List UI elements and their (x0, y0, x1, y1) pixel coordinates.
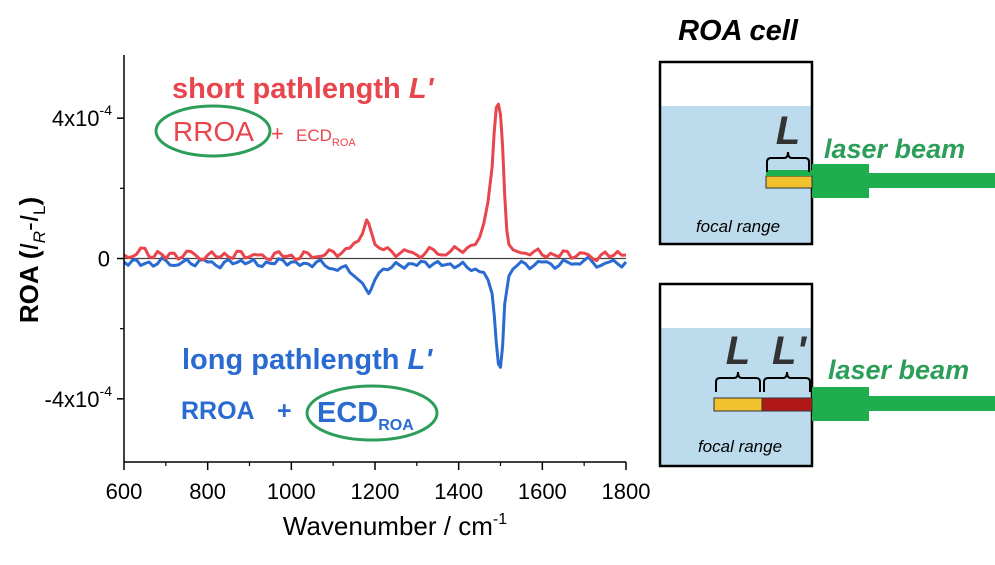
bottom-laser-beam (812, 387, 995, 421)
bottom-Lp-brace (763, 371, 811, 392)
x-tick-label: 1000 (267, 479, 316, 504)
x-tick-label: 1200 (351, 479, 400, 504)
bottom-cell: L L' laser beam focal range (658, 282, 995, 468)
short-plus-label: + (271, 121, 284, 146)
top-laser-label: laser beam (824, 134, 965, 164)
x-tick-label: 1800 (602, 479, 651, 504)
short-pathlength-label: short pathlength L' (172, 73, 435, 105)
x-tick-label: 600 (106, 479, 143, 504)
top-focal-range (765, 175, 813, 189)
bottom-focal-range (713, 397, 763, 412)
bottom-laser-label: laser beam (828, 355, 969, 385)
top-L-brace (766, 151, 810, 172)
top-cell-frame (658, 60, 814, 246)
y-axis-title: ROA (IR-IL) (14, 197, 49, 323)
long-ecd-label: ECDROA (317, 397, 414, 434)
x-tick-label: 1600 (518, 479, 567, 504)
x-tick-label: 800 (189, 479, 226, 504)
bottom-focal-label: focal range (698, 437, 782, 456)
long-plus-label: + (277, 397, 292, 425)
x-tick-label: 1400 (434, 479, 483, 504)
short-rroa-ellipse (154, 104, 272, 158)
top-focal-label: focal range (696, 217, 780, 236)
short-ecd-label: ECDROA (296, 126, 356, 149)
bottom-L-brace (715, 371, 761, 392)
series-layer (123, 102, 628, 369)
series-line-short (123, 102, 627, 263)
bottom-L-label: L (726, 329, 750, 373)
cell-title: ROA cell (678, 15, 799, 47)
top-L-label: L (776, 109, 800, 153)
y-tick-label: 0 (98, 247, 110, 272)
bottom-cell-frame (658, 282, 814, 468)
y-tick-label: -4x10-4 (45, 383, 113, 412)
series-line-long (123, 255, 628, 369)
bottom-cell-liquid (660, 328, 812, 466)
long-rroa-label: RROA (181, 397, 255, 425)
y-tick-label: 4x10-4 (52, 102, 112, 131)
top-cell: L laser beam focal range (658, 60, 995, 246)
top-beam-in-cell (766, 170, 812, 176)
short-rroa-label: RROA (173, 116, 254, 147)
long-pathlength-label: long pathlength L' (182, 344, 433, 376)
x-ticks: 600 800 1000 1200 1400 1600 1800 (106, 462, 651, 504)
x-axis-title: Wavenumber / cm-1 (283, 511, 507, 541)
y-ticks: 4x10-4 0 -4x10-4 (45, 102, 124, 412)
bottom-focal-extra (761, 397, 813, 412)
roa-chart: 600 800 1000 1200 1400 1600 1800 4x10-4 0 -4x10-… (14, 55, 650, 541)
bottom-Lp-label: L' (772, 329, 807, 373)
long-ecd-ellipse (305, 384, 439, 442)
top-laser-beam (812, 164, 995, 198)
roa-cell-diagram: ROA cell L laser beam focal range L L' l… (658, 15, 995, 468)
